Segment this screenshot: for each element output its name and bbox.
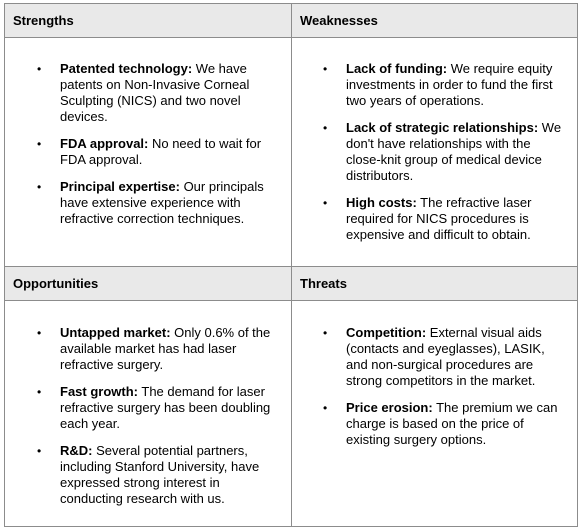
item-term: Patented technology:: [60, 61, 193, 76]
strengths-cell: • Patented technology: We have patents o…: [4, 37, 292, 267]
list-item: • FDA approval: No need to wait for FDA …: [37, 136, 291, 168]
item-text: Only 0.6% of the available market has ha…: [60, 325, 271, 372]
bullet-icon: •: [37, 385, 42, 399]
list-item: • High costs: The refractive laser requi…: [323, 195, 577, 243]
list-item: • Untapped market: Only 0.6% of the avai…: [37, 325, 291, 373]
threats-list: • Competition: External visual aids (con…: [292, 301, 577, 448]
swot-table: Strengths Weaknesses • Patented technolo…: [4, 3, 578, 527]
list-item: • Lack of funding: We require equity inv…: [323, 61, 577, 109]
item-term: R&D:: [60, 443, 93, 458]
list-item: • Principal expertise: Our principals ha…: [37, 179, 291, 227]
weaknesses-header: Weaknesses: [291, 3, 578, 38]
weaknesses-cell: • Lack of funding: We require equity inv…: [291, 37, 578, 267]
item-text: We have patents on Non-Invasive Corneal …: [60, 61, 250, 124]
strengths-list: • Patented technology: We have patents o…: [5, 38, 291, 227]
item-term: FDA approval:: [60, 136, 149, 151]
item-term: Lack of funding:: [346, 61, 448, 76]
body-row-top: • Patented technology: We have patents o…: [4, 37, 578, 267]
list-item: • Fast growth: The demand for laser refr…: [37, 384, 291, 432]
item-text: We don't have relationships with the clo…: [346, 120, 562, 183]
weaknesses-title: Weaknesses: [300, 13, 378, 28]
bullet-icon: •: [323, 326, 328, 340]
item-text: Our principals have extensive experience…: [60, 179, 264, 226]
opportunities-list: • Untapped market: Only 0.6% of the avai…: [5, 301, 291, 507]
item-text: External visual aids (contacts and eyegl…: [346, 325, 545, 388]
strengths-header: Strengths: [4, 3, 292, 38]
bullet-icon: •: [323, 121, 328, 135]
item-text: The demand for laser refractive surgery …: [60, 384, 271, 431]
item-text: We require equity investments in order t…: [346, 61, 553, 108]
strengths-title: Strengths: [13, 13, 74, 28]
body-row-bottom: • Untapped market: Only 0.6% of the avai…: [4, 300, 578, 527]
item-term: Lack of strategic relationships:: [346, 120, 539, 135]
list-item: • Patented technology: We have patents o…: [37, 61, 291, 125]
header-row-bottom: Opportunities Threats: [4, 266, 578, 301]
item-term: Fast growth:: [60, 384, 138, 399]
bullet-icon: •: [37, 62, 42, 76]
bullet-icon: •: [323, 401, 328, 415]
threats-header: Threats: [291, 266, 578, 301]
list-item: • Price erosion: The premium we can char…: [323, 400, 577, 448]
item-term: Price erosion:: [346, 400, 433, 415]
bullet-icon: •: [37, 137, 42, 151]
item-term: High costs:: [346, 195, 417, 210]
bullet-icon: •: [37, 180, 42, 194]
item-term: Untapped market:: [60, 325, 171, 340]
threats-title: Threats: [300, 276, 347, 291]
opportunities-header: Opportunities: [4, 266, 292, 301]
bullet-icon: •: [323, 196, 328, 210]
item-text: Several potential partners, including St…: [60, 443, 260, 506]
item-term: Principal expertise:: [60, 179, 180, 194]
opportunities-cell: • Untapped market: Only 0.6% of the avai…: [4, 300, 292, 527]
list-item: • R&D: Several potential partners, inclu…: [37, 443, 291, 507]
bullet-icon: •: [37, 326, 42, 340]
item-text: The premium we can charge is based on th…: [346, 400, 558, 447]
opportunities-title: Opportunities: [13, 276, 99, 291]
bullet-icon: •: [323, 62, 328, 76]
bullet-icon: •: [37, 444, 42, 458]
weaknesses-list: • Lack of funding: We require equity inv…: [292, 38, 577, 243]
threats-cell: • Competition: External visual aids (con…: [291, 300, 578, 527]
list-item: • Competition: External visual aids (con…: [323, 325, 577, 389]
item-term: Competition:: [346, 325, 427, 340]
list-item: • Lack of strategic relationships: We do…: [323, 120, 577, 184]
item-text: The refractive laser required for NICS p…: [346, 195, 532, 242]
header-row-top: Strengths Weaknesses: [4, 3, 578, 38]
item-text: No need to wait for FDA approval.: [60, 136, 262, 167]
